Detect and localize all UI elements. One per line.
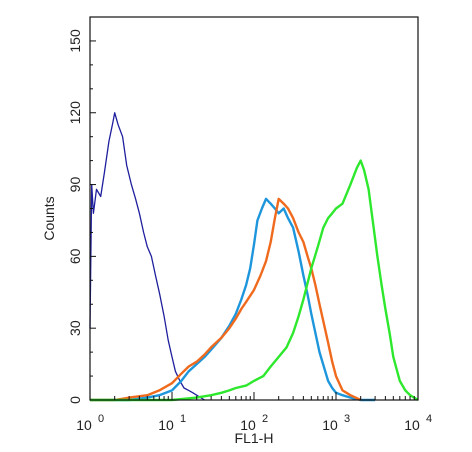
x-tick-label: 10: [240, 417, 256, 433]
x-tick-label: 10: [76, 417, 92, 433]
series-line-3: [90, 197, 362, 402]
x-axis-label: FL1-H: [235, 430, 274, 446]
y-tick-label: 90: [67, 177, 83, 193]
x-tick-label: 10: [158, 417, 174, 433]
plot-frame: [89, 16, 419, 401]
x-tick-exponent: 0: [98, 413, 104, 425]
series-layer: [89, 112, 419, 402]
x-tick-exponent: 2: [262, 413, 268, 425]
series-line-1: [89, 112, 205, 401]
y-tick-label: 30: [67, 320, 83, 336]
y-tick-label: 0: [67, 396, 83, 404]
x-tick-label: 10: [322, 417, 338, 433]
series-line-4: [90, 159, 419, 402]
y-axis-label: Counts: [41, 196, 57, 240]
series-line-2: [90, 197, 376, 402]
y-tick-label: 150: [67, 29, 83, 53]
y-tick-label: 60: [67, 248, 83, 264]
axes-layer: 0 30 60 90 120 150 10 0 10 1 10 2 10 3 10 4: [67, 29, 432, 433]
x-tick-label: 10: [404, 417, 420, 433]
x-tick-exponent: 3: [344, 413, 350, 425]
y-tick-label: 120: [67, 101, 83, 125]
x-tick-exponent: 1: [180, 413, 186, 425]
x-tick-exponent: 4: [426, 413, 432, 425]
